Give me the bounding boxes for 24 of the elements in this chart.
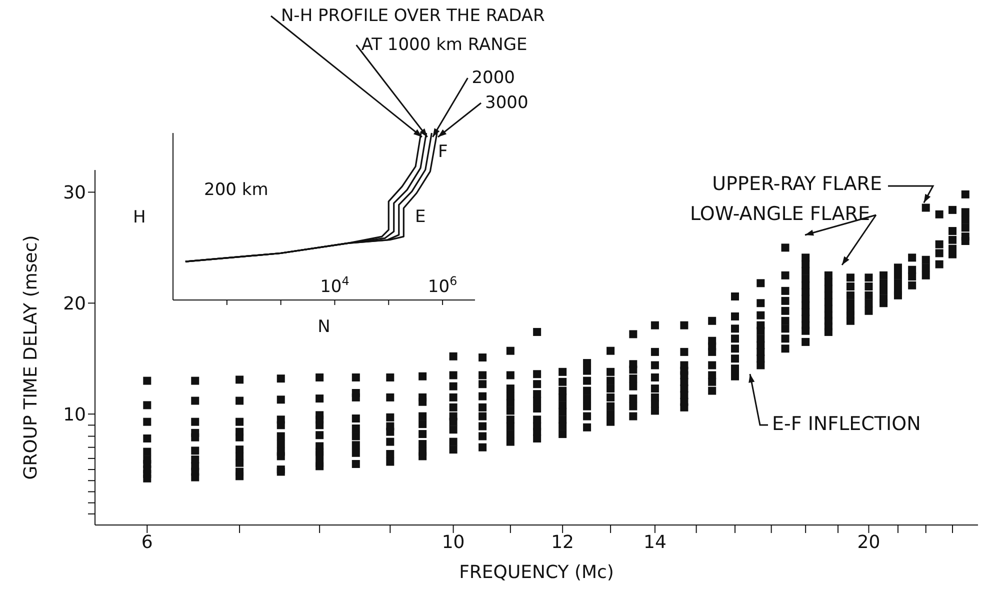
text: AT 1000 km RANGE [361, 34, 528, 55]
y-tick-label: 10 [63, 404, 86, 426]
annotation: UPPER-RAY FLARE [712, 173, 882, 196]
text: 3000 [485, 92, 528, 113]
x-tick-label: 12 [551, 532, 574, 553]
text: N-H PROFILE OVER THE RADAR [280, 6, 546, 26]
x-axis-title: N [318, 317, 330, 337]
y-tick-label: 20 [63, 294, 86, 315]
x-tick-label: 10 [442, 532, 465, 553]
x-tick-label: 10$^{6}$ [428, 274, 458, 297]
annotation: 200 km [204, 180, 268, 200]
annotation: E [415, 206, 426, 227]
y-tick-label: 30 [63, 182, 86, 204]
x-tick-label: 20 [857, 532, 880, 553]
text: 2000 [472, 68, 515, 88]
x-axis-title: FREQUENCY (Mc) [459, 562, 614, 583]
annotation: LOW-ANGLE FLARE [690, 203, 870, 226]
y-axis-title: H [133, 208, 146, 228]
x-tick-label: 6 [141, 532, 153, 553]
annotation: E-F INFLECTION [772, 413, 921, 436]
annotation: F [438, 142, 448, 162]
y-axis-title: GROUP TIME DELAY (msec) [20, 235, 42, 480]
x-tick-label: 14 [644, 532, 666, 553]
x-tick-label: 10$^{4}$ [320, 274, 350, 297]
